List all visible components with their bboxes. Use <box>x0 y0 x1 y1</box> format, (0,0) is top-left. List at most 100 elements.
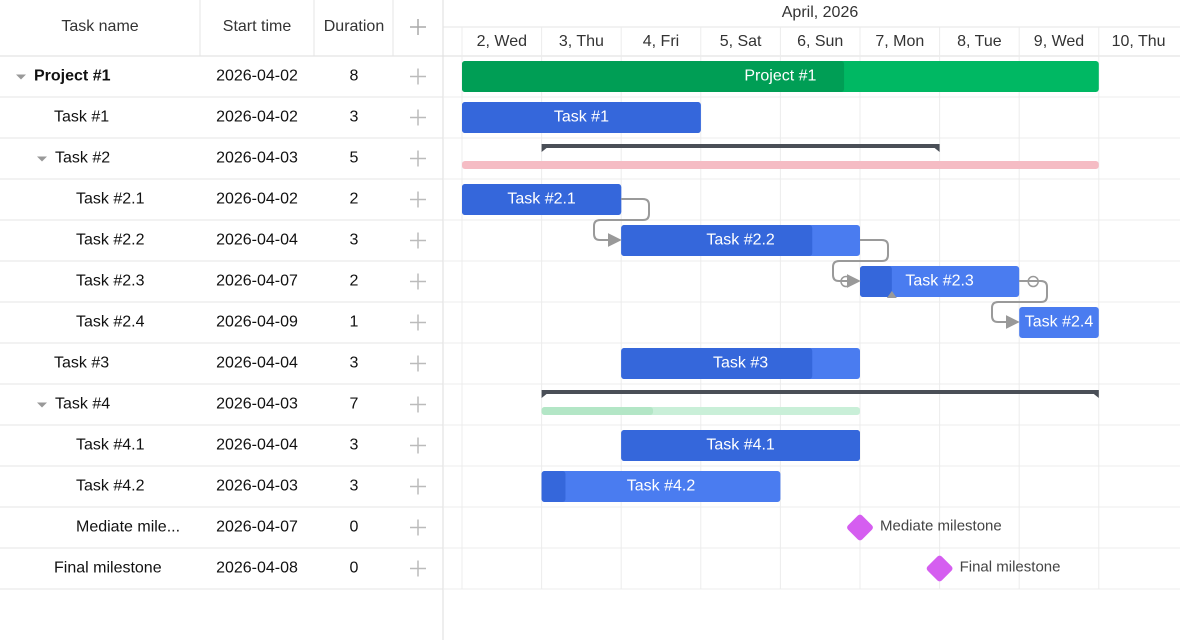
progress-handle[interactable] <box>886 291 897 298</box>
links <box>593 198 1048 329</box>
day-label: 9, Wed <box>1034 33 1084 50</box>
progress <box>462 184 622 215</box>
add-subtask-button[interactable] <box>410 273 426 290</box>
start-time: 2026-04-02 <box>216 68 298 85</box>
summary-bracket[interactable] <box>541 390 1099 398</box>
task-name: Task #1 <box>54 109 109 126</box>
start-time: 2026-04-09 <box>216 314 298 331</box>
duration: 8 <box>350 68 359 85</box>
duration: 2 <box>350 191 359 208</box>
task-name: Task #2.4 <box>76 314 145 331</box>
baseline-progress <box>541 407 654 415</box>
add-subtask-button[interactable] <box>410 150 426 167</box>
task-name: Task #2.3 <box>76 273 145 290</box>
bar-label: Task #2.4 <box>1025 314 1094 331</box>
milestone-label: Final milestone <box>960 558 1061 575</box>
task-name: Task #4.1 <box>76 437 145 454</box>
month-label: April, 2026 <box>782 4 859 21</box>
duration: 3 <box>350 355 359 372</box>
task-name: Task #4 <box>55 396 110 413</box>
progress <box>462 61 845 92</box>
task-name: Task #2.1 <box>76 191 145 208</box>
progress <box>621 348 813 379</box>
day-label: 2, Wed <box>477 33 527 50</box>
column-header[interactable]: Task name <box>61 18 138 35</box>
add-subtask-button[interactable] <box>410 355 426 372</box>
start-time: 2026-04-04 <box>216 355 298 372</box>
duration: 3 <box>350 109 359 126</box>
start-time: 2026-04-03 <box>216 150 298 167</box>
bar-label: Task #2.1 <box>507 191 576 208</box>
column-header[interactable]: Start time <box>223 18 292 35</box>
task-name: Project #1 <box>34 68 111 85</box>
add-subtask-button[interactable] <box>410 191 426 208</box>
day-label: 3, Thu <box>559 33 604 50</box>
add-subtask-button[interactable] <box>410 396 426 413</box>
summary-bracket[interactable] <box>541 144 940 152</box>
day-label: 7, Mon <box>875 33 924 50</box>
day-label: 5, Sat <box>720 33 762 50</box>
duration: 3 <box>350 232 359 249</box>
add-subtask-button[interactable] <box>410 68 426 85</box>
task-bar[interactable] <box>541 471 781 502</box>
add-subtask-button[interactable] <box>410 232 426 249</box>
start-time: 2026-04-02 <box>216 109 298 126</box>
start-time: 2026-04-02 <box>216 191 298 208</box>
dependency-link <box>593 198 650 247</box>
add-subtask-button[interactable] <box>410 478 426 495</box>
start-time: 2026-04-08 <box>216 560 298 577</box>
add-subtask-button[interactable] <box>410 437 426 454</box>
bar-label: Task #4.2 <box>627 478 696 495</box>
tree-toggle[interactable] <box>37 156 47 162</box>
task-name: Mediate mile... <box>76 519 180 536</box>
bar-label: Task #3 <box>713 355 768 372</box>
duration: 3 <box>350 478 359 495</box>
progress <box>860 266 892 297</box>
task-bar[interactable] <box>1019 307 1099 338</box>
progress <box>621 430 860 461</box>
bar-label: Task #1 <box>554 109 609 126</box>
start-time: 2026-04-04 <box>216 437 298 454</box>
column-header[interactable]: Duration <box>324 18 384 35</box>
bar-label: Task #2.2 <box>706 232 775 249</box>
progress <box>462 102 701 133</box>
task-name: Task #2.2 <box>76 232 145 249</box>
progress <box>621 225 813 256</box>
duration: 0 <box>350 519 359 536</box>
dependency-link <box>991 280 1048 329</box>
duration: 5 <box>350 150 359 167</box>
baseline-bar <box>462 161 1099 169</box>
tree-toggle[interactable] <box>37 402 47 408</box>
add-subtask-button[interactable] <box>410 109 426 126</box>
task-name: Task #3 <box>54 355 109 372</box>
tree-toggle[interactable] <box>16 74 26 80</box>
duration: 0 <box>350 560 359 577</box>
day-label: 4, Fri <box>643 33 679 50</box>
duration: 1 <box>350 314 359 331</box>
milestone[interactable] <box>846 513 874 541</box>
day-label: 10, Thu <box>1112 33 1166 50</box>
day-label: 8, Tue <box>957 33 1002 50</box>
add-task-button[interactable] <box>410 19 426 35</box>
start-time: 2026-04-07 <box>216 519 298 536</box>
add-subtask-button[interactable] <box>410 560 426 577</box>
task-name: Task #4.2 <box>76 478 145 495</box>
milestone-label: Mediate milestone <box>880 517 1002 534</box>
day-label: 6, Sun <box>797 33 843 50</box>
bar-label: Task #4.1 <box>706 437 775 454</box>
start-time: 2026-04-07 <box>216 273 298 290</box>
progress <box>541 471 566 502</box>
duration: 7 <box>350 396 359 413</box>
task-bar[interactable] <box>860 266 1020 297</box>
add-subtask-button[interactable] <box>410 314 426 331</box>
start-time: 2026-04-03 <box>216 478 298 495</box>
task-name: Task #2 <box>55 150 110 167</box>
duration: 3 <box>350 437 359 454</box>
duration: 2 <box>350 273 359 290</box>
start-time: 2026-04-03 <box>216 396 298 413</box>
dependency-link <box>832 239 889 288</box>
add-subtask-button[interactable] <box>410 519 426 536</box>
milestone[interactable] <box>925 554 953 582</box>
